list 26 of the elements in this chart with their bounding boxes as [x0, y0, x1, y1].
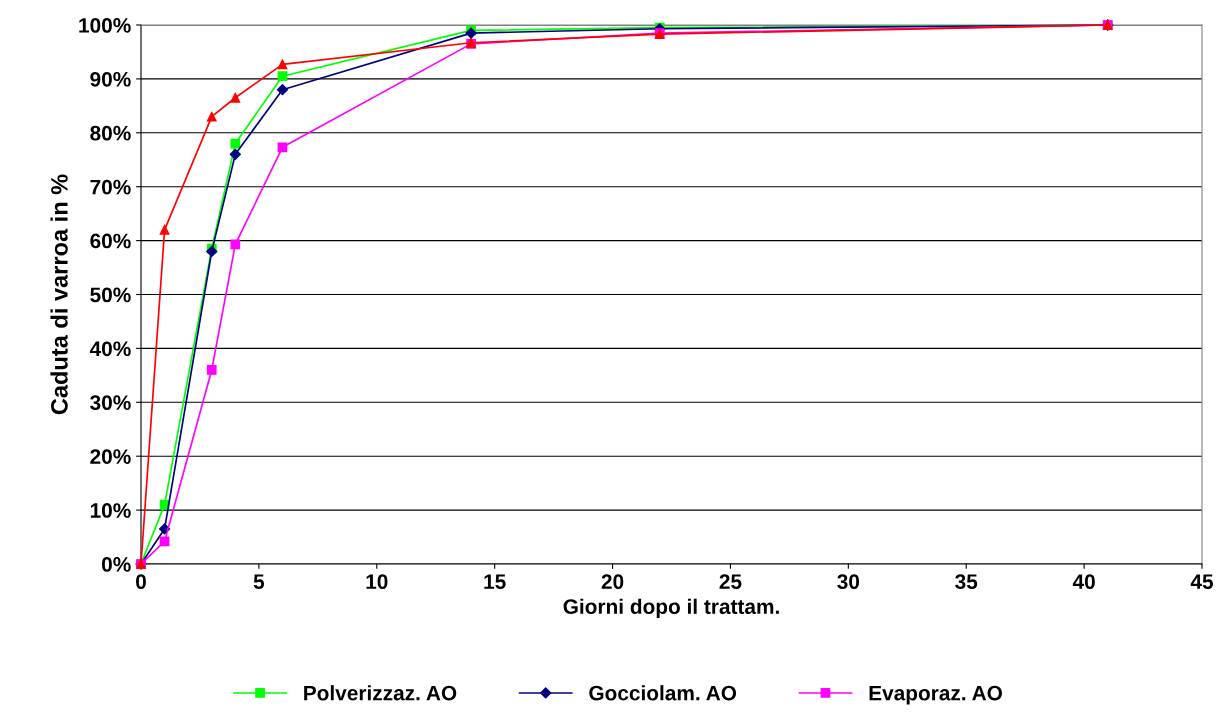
y-tick-label: 10%: [90, 503, 131, 518]
legend-label: Polverizzaz. AO: [304, 685, 457, 701]
x-tick-label: 25: [719, 574, 742, 590]
legend-label: Gocciolam. AO: [589, 685, 737, 701]
x-axis-title: Giorni dopo il trattam.: [563, 598, 779, 619]
y-tick-label: 100%: [79, 18, 131, 33]
legend-label: Evaporaz. AO: [869, 685, 1002, 705]
x-tick-label: 30: [837, 574, 860, 590]
y-tick-label: 30%: [90, 395, 131, 411]
x-tick-label: 10: [366, 574, 388, 590]
y-axis-title: Caduta di varroa in %: [50, 174, 68, 415]
x-tick-label: 0: [136, 574, 146, 590]
x-tick-label: 40: [1072, 574, 1095, 590]
x-tick-label: 45: [1190, 574, 1214, 590]
y-tick-label: 20%: [90, 449, 131, 464]
y-tick-label: 70%: [90, 179, 131, 195]
x-tick-label: 5: [253, 574, 265, 590]
y-tick-label: 80%: [90, 125, 131, 141]
y-tick-label: 60%: [90, 233, 131, 249]
y-tick-label: 50%: [90, 287, 131, 303]
x-tick-label: 15: [484, 574, 506, 590]
x-tick-label: 20: [601, 574, 624, 590]
x-tick-label: 35: [955, 574, 978, 590]
y-tick-label: 40%: [89, 341, 131, 357]
y-tick-label: 90%: [90, 71, 131, 87]
y-tick-label: 0%: [101, 557, 131, 572]
